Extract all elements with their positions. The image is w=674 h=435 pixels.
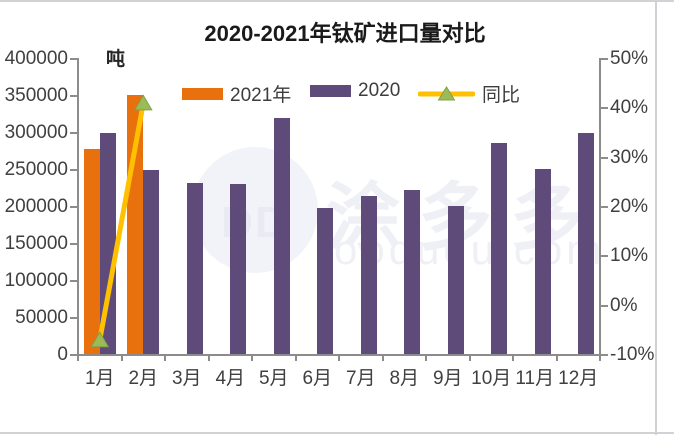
- left-axis-tick: [70, 317, 78, 319]
- x-axis-tick: [599, 356, 601, 361]
- right-axis-tick: [600, 206, 608, 208]
- x-axis-label-3: 3月: [171, 368, 202, 389]
- legend-label-yoy: 同比: [482, 85, 521, 106]
- bar-2020-m8: [404, 189, 421, 355]
- left-axis-tick-label: 100000: [4, 270, 68, 291]
- right-axis-tick: [600, 304, 608, 307]
- left-axis-tick-label: 0: [57, 344, 68, 365]
- left-axis-tick: [70, 243, 78, 245]
- left-axis-tick: [70, 58, 78, 60]
- bar-2020-m9: [447, 205, 464, 355]
- x-axis-label-11: 11月: [515, 368, 555, 389]
- legend-item-2020: 2020: [310, 80, 400, 102]
- left-axis-tick: [70, 354, 78, 356]
- x-axis-tick: [425, 356, 427, 361]
- bar-2020-m6: [317, 208, 334, 355]
- chart-title: 2020-2021年钛矿进口量对比: [204, 21, 486, 46]
- legend-label-2020: 2020: [358, 80, 401, 101]
- x-axis-label-5: 5月: [258, 368, 289, 389]
- right-axis-tick-label: 50%: [610, 48, 649, 69]
- right-axis-tick-label: 20%: [610, 196, 649, 217]
- right-axis-tick-label: -10%: [610, 344, 655, 365]
- left-axis-tick: [70, 206, 78, 208]
- bar-2021年-m1: [83, 149, 100, 355]
- x-axis-label-1: 1月: [84, 368, 115, 389]
- right-axis-tick: [600, 156, 608, 159]
- bar-2020-m3: [186, 182, 203, 355]
- right-axis-tick-label: 10%: [610, 245, 649, 267]
- x-axis-label-6: 6月: [302, 368, 333, 389]
- x-axis-tick: [251, 356, 253, 361]
- bar-2020-m7: [360, 195, 377, 355]
- bar-2020-m4: [230, 184, 247, 355]
- x-axis-tick: [77, 356, 79, 361]
- right-axis-tick: [600, 255, 608, 258]
- left-axis-tick-label: 250000: [4, 159, 68, 180]
- x-axis-tick: [164, 356, 166, 361]
- right-axis-tick-label: 30%: [610, 146, 649, 168]
- left-axis-unit-label: 吨: [106, 49, 126, 70]
- x-axis-label-4: 4月: [215, 368, 246, 389]
- legend-item-yoy: 同比: [418, 80, 520, 107]
- x-axis-tick: [207, 356, 210, 361]
- x-axis-tick: [338, 356, 340, 361]
- bottom-border-line: [0, 432, 674, 434]
- left-axis-tick: [70, 280, 78, 282]
- left-axis-tick-label: 300000: [4, 122, 68, 143]
- x-axis-tick: [555, 356, 558, 361]
- left-axis-tick: [70, 132, 78, 134]
- right-border-line: [655, 0, 657, 435]
- bar-2020-m11: [534, 168, 551, 355]
- bar-2021年-m2: [127, 94, 144, 355]
- x-axis-label-7: 7月: [345, 368, 376, 389]
- legend-swatch-2021: [182, 87, 223, 100]
- left-axis-tick: [70, 95, 78, 97]
- legend-item-2021: 2021年: [182, 80, 291, 107]
- right-axis-tick: [600, 107, 608, 110]
- top-border-line: [0, 0, 674, 2]
- left-axis-tick-label: 350000: [4, 85, 68, 106]
- bar-2020-m10: [491, 142, 508, 355]
- right-axis-tick-label: 0%: [610, 294, 638, 316]
- left-axis-tick: [70, 169, 78, 171]
- x-axis-tick: [120, 356, 123, 361]
- x-axis-label-2: 2月: [128, 368, 159, 389]
- x-axis-tick: [294, 356, 297, 361]
- bar-2020-m2: [143, 170, 160, 355]
- left-axis-tick-label: 150000: [4, 233, 68, 254]
- right-axis-tick: [600, 58, 608, 60]
- x-axis-label-8: 8月: [389, 368, 420, 389]
- bar-2020-m12: [578, 133, 595, 355]
- right-axis-tick-label: 40%: [610, 97, 649, 119]
- right-axis-tick: [600, 354, 608, 356]
- left-axis-tick-label: 50000: [15, 307, 68, 328]
- left-axis-tick-label: 200000: [4, 196, 68, 217]
- x-axis-tick: [512, 356, 514, 361]
- x-axis-label-10: 10月: [471, 368, 512, 389]
- bar-2020-m1: [99, 133, 116, 355]
- bar-2020-m5: [273, 118, 290, 355]
- left-axis-line: [77, 58, 79, 356]
- x-axis-tick: [381, 356, 384, 361]
- legend-swatch-2020: [310, 85, 351, 97]
- legend-label-2021: 2021年: [230, 85, 292, 106]
- left-axis-tick-label: 400000: [4, 48, 68, 69]
- x-axis-label-12: 12月: [558, 368, 599, 389]
- x-axis-tick: [468, 356, 471, 361]
- legend-line-marker-icon: [418, 85, 475, 100]
- watermark-logo-icon: DD: [192, 147, 318, 273]
- x-axis-line: [77, 354, 601, 356]
- x-axis-label-9: 9月: [432, 368, 463, 389]
